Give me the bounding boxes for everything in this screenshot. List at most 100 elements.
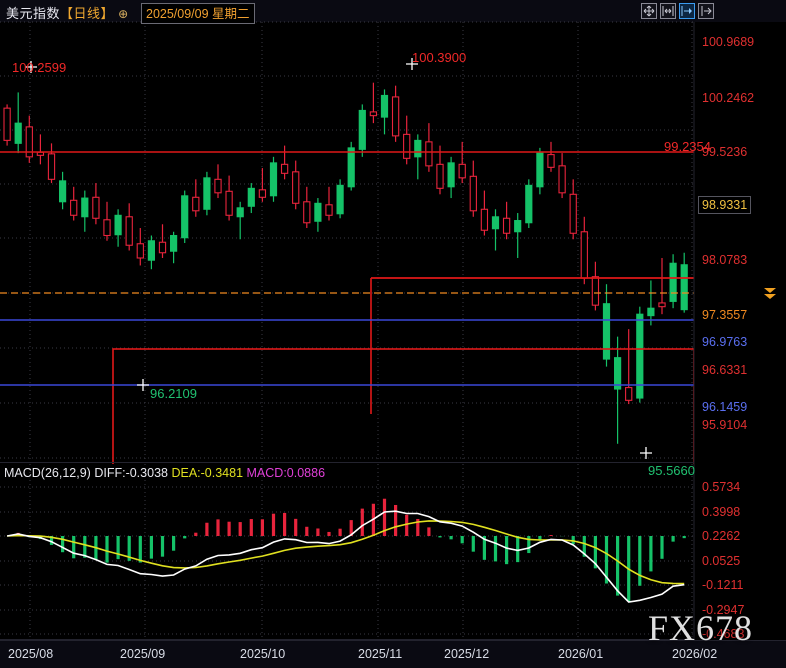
- candle-body: [36, 151, 45, 156]
- candle-body: [125, 216, 133, 246]
- candle-body: [225, 190, 233, 216]
- candle-body: [547, 154, 555, 168]
- price-tick-label: 100.9689: [702, 35, 755, 49]
- price-tick-label: 96.6331: [702, 363, 748, 377]
- instrument-name: 美元指数: [6, 6, 61, 21]
- candle-body: [525, 184, 533, 224]
- candle-body: [502, 217, 511, 234]
- macd-grid-vertical: [29, 464, 693, 640]
- date-tick-label: 2025/09: [120, 647, 166, 661]
- price-chart-canvas: [0, 21, 695, 502]
- candle-body: [602, 303, 611, 360]
- candle-body: [303, 201, 311, 224]
- candle-body: [658, 302, 666, 308]
- candle-body: [258, 189, 267, 198]
- macd-tick-label: 0.3998: [702, 505, 741, 519]
- price-tick-label: 100.2462: [702, 91, 755, 105]
- chart-header: 美元指数【日线】 ⊕: [0, 0, 786, 22]
- candle-body: [680, 264, 688, 311]
- price-tick-label: 99.5236: [702, 145, 748, 159]
- candle-body: [669, 262, 677, 302]
- candle-body: [25, 126, 33, 158]
- candle-body: [580, 231, 588, 279]
- candle-body: [647, 307, 655, 317]
- macd-diff-line: [6, 510, 685, 603]
- period-label: 【日线】: [60, 6, 115, 21]
- date-tick-label: 2025/08: [8, 647, 54, 661]
- candle-body: [170, 235, 178, 252]
- candle-body: [491, 216, 500, 230]
- date-tick-label: 2026/02: [672, 647, 718, 661]
- candle-body: [103, 219, 111, 237]
- macd-dea-value: DEA:-0.3481: [171, 466, 244, 480]
- chart-toolbar: [641, 3, 714, 19]
- last-price-label: 97.3557: [702, 308, 748, 322]
- candlestick-series: [3, 82, 688, 444]
- candle-body: [591, 276, 600, 306]
- date-tick-label: 2025/11: [358, 647, 403, 661]
- macd-grid-horizontal: [0, 486, 694, 635]
- candle-body: [147, 240, 156, 261]
- macd-tick-label: 0.2262: [702, 529, 741, 543]
- page-title: 美元指数【日线】 ⊕: [6, 3, 129, 22]
- grid-vertical: [29, 22, 693, 464]
- candle-body: [458, 163, 466, 179]
- candle-body: [614, 357, 622, 390]
- price-axis-ticks: [693, 22, 695, 640]
- candle-body: [114, 214, 122, 236]
- candle-body: [247, 187, 255, 207]
- swing-high-label: 100.2599: [12, 60, 67, 75]
- date-tick-label: 2025/12: [444, 647, 490, 661]
- candle-body: [181, 195, 189, 239]
- price-chart-pane[interactable]: [0, 21, 695, 502]
- pane-divider: [0, 462, 786, 463]
- macd-tick-label: 0.5734: [702, 480, 741, 494]
- candle-body: [625, 387, 633, 401]
- zoom-in-tool-button[interactable]: [679, 3, 695, 19]
- candle-body: [14, 122, 22, 144]
- macd-histogram: [16, 498, 686, 602]
- price-tick-label: 96.9763: [702, 335, 748, 349]
- candle-body: [403, 133, 411, 159]
- last-price-arrow-icon: [764, 288, 776, 299]
- crosshair-circle-icon[interactable]: ⊕: [118, 7, 129, 21]
- candle-body: [269, 162, 278, 197]
- candle-body: [425, 141, 433, 167]
- grid-horizontal: [0, 21, 694, 459]
- date-axis[interactable]: 2025/08 2025/09 2025/10 2025/11 2025/12 2026/…: [0, 640, 786, 668]
- candle-body: [414, 139, 422, 158]
- supply-zone-rect[interactable]: [370, 277, 694, 414]
- resistance-line-label: 99.2354: [664, 139, 711, 154]
- swing-markers: [25, 58, 652, 459]
- move-tool-button[interactable]: [641, 3, 657, 19]
- candle-body: [358, 109, 366, 150]
- swing-low-label: 95.5660: [648, 463, 695, 478]
- macd-tick-label: -0.4683: [702, 627, 745, 641]
- zoom-out-tool-button[interactable]: [660, 3, 676, 19]
- candle-body: [514, 220, 522, 233]
- macd-tick-label: -0.1211: [702, 578, 744, 592]
- macd-chart-pane[interactable]: [0, 464, 694, 640]
- candle-body: [536, 152, 544, 188]
- candle-body: [236, 207, 244, 218]
- candle-body: [81, 197, 89, 218]
- exit-tool-button[interactable]: [698, 3, 714, 19]
- candle-body: [280, 163, 289, 174]
- candle-body: [292, 171, 300, 204]
- macd-name-label: MACD(26,12,9): [4, 466, 91, 480]
- price-tick-label: 98.0783: [702, 253, 748, 267]
- candle-body: [70, 199, 78, 216]
- price-tick-label: 96.1459: [702, 400, 748, 414]
- macd-tick-label: 0.0525: [702, 554, 741, 568]
- candle-body: [480, 208, 489, 231]
- candle-body: [136, 243, 144, 259]
- swing-high-label: 100.3900: [412, 50, 467, 65]
- price-axis[interactable]: [693, 22, 786, 640]
- candle-body: [558, 165, 566, 194]
- candle-body: [436, 163, 444, 189]
- candle-body: [59, 180, 67, 203]
- cursor-price-label: 98.9331: [698, 196, 752, 214]
- candle-body: [214, 178, 222, 194]
- candle-body: [369, 111, 378, 117]
- macd-tick-label: -0.2947: [702, 603, 745, 617]
